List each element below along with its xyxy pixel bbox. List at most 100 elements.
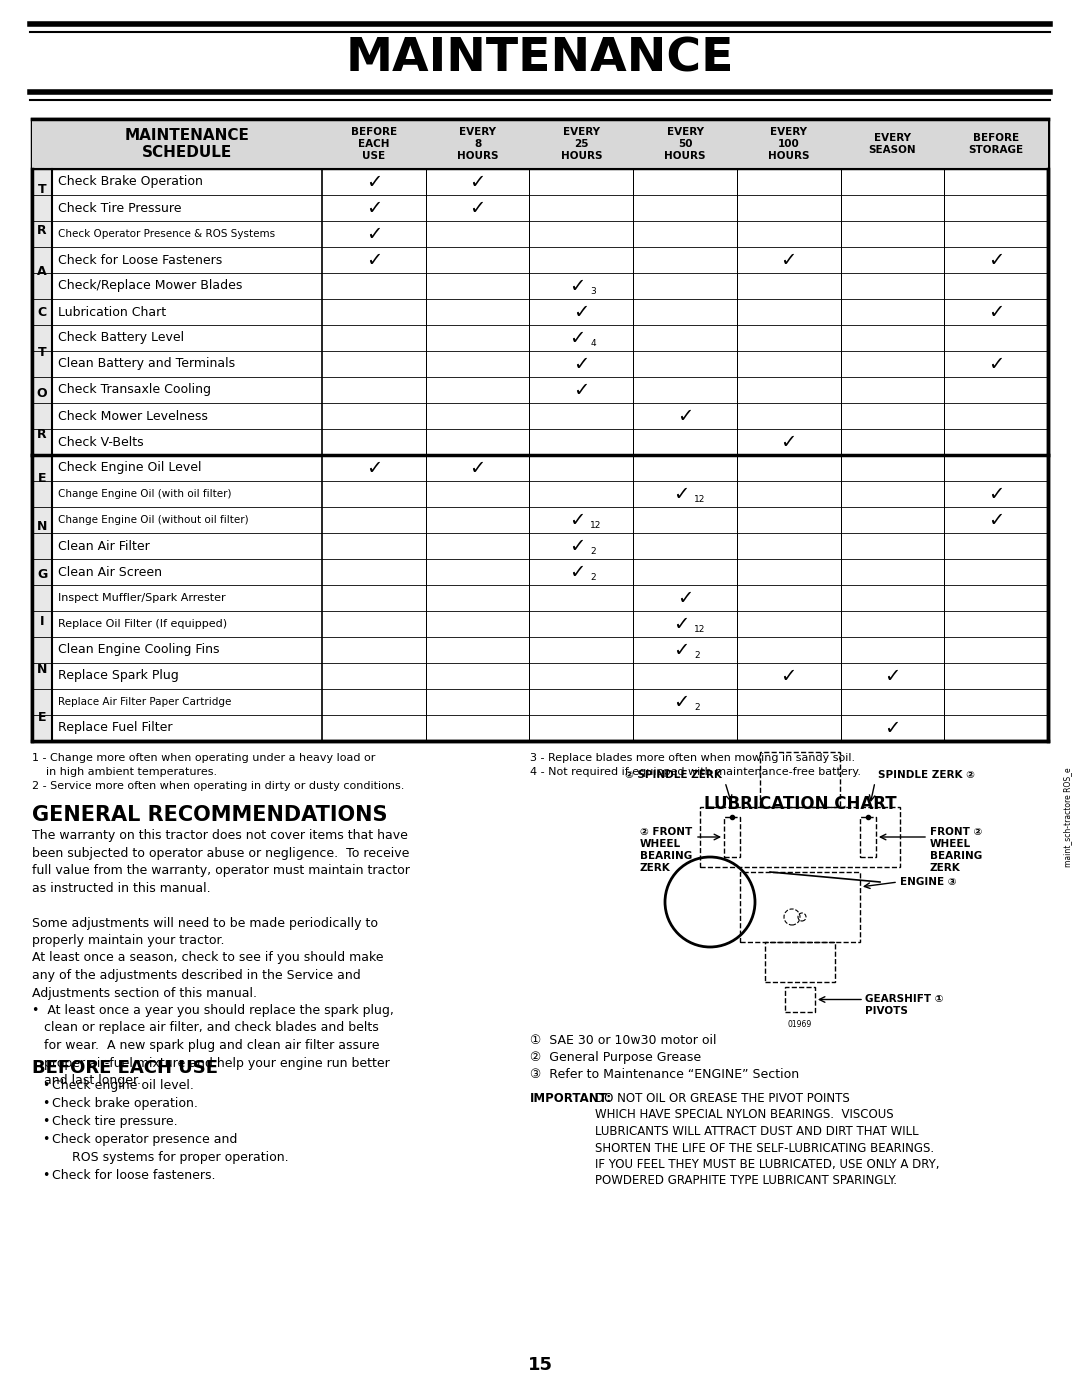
Text: ENGINE ③: ENGINE ③ xyxy=(900,877,957,887)
Text: N: N xyxy=(37,520,48,534)
Bar xyxy=(32,119,1048,169)
Text: BEFORE
EACH
USE: BEFORE EACH USE xyxy=(351,127,397,161)
Bar xyxy=(860,817,876,856)
Text: Clean Battery and Terminals: Clean Battery and Terminals xyxy=(58,358,235,370)
Text: Replace Air Filter Paper Cartridge: Replace Air Filter Paper Cartridge xyxy=(58,697,231,707)
Text: ✓: ✓ xyxy=(781,666,797,686)
Text: ✓: ✓ xyxy=(569,563,585,581)
Bar xyxy=(700,807,900,868)
Text: T: T xyxy=(38,183,46,196)
Text: Check Engine Oil Level: Check Engine Oil Level xyxy=(58,461,202,475)
Text: BEFORE
STORAGE: BEFORE STORAGE xyxy=(969,133,1024,155)
Text: ② FRONT
WHEEL
BEARING
ZERK: ② FRONT WHEEL BEARING ZERK xyxy=(640,827,692,873)
Text: GEARSHIFT ①
PIVOTS: GEARSHIFT ① PIVOTS xyxy=(865,995,944,1017)
Text: Check Operator Presence & ROS Systems: Check Operator Presence & ROS Systems xyxy=(58,229,275,239)
Text: ✓: ✓ xyxy=(573,303,590,321)
Text: O: O xyxy=(37,387,48,400)
Text: ✓: ✓ xyxy=(470,458,486,478)
Text: •: • xyxy=(42,1133,50,1146)
Text: ✓: ✓ xyxy=(573,380,590,400)
Text: ROS systems for proper operation.: ROS systems for proper operation. xyxy=(64,1151,288,1164)
Text: ✓: ✓ xyxy=(781,433,797,451)
Text: EVERY
50
HOURS: EVERY 50 HOURS xyxy=(664,127,705,161)
Text: Check Mower Levelness: Check Mower Levelness xyxy=(58,409,207,422)
Text: EVERY
25
HOURS: EVERY 25 HOURS xyxy=(561,127,602,161)
Text: ✓: ✓ xyxy=(569,328,585,348)
Text: ✓: ✓ xyxy=(885,718,901,738)
Text: Check Tire Pressure: Check Tire Pressure xyxy=(58,201,181,215)
Bar xyxy=(32,169,52,455)
Text: BEFORE EACH USE: BEFORE EACH USE xyxy=(32,1059,218,1077)
Text: LUBRICATION CHART: LUBRICATION CHART xyxy=(704,795,896,813)
Text: ✓: ✓ xyxy=(885,666,901,686)
Text: ✓: ✓ xyxy=(677,588,693,608)
Text: 12: 12 xyxy=(694,495,705,503)
Text: DO NOT OIL OR GREASE THE PIVOT POINTS
WHICH HAVE SPECIAL NYLON BEARINGS.  VISCOU: DO NOT OIL OR GREASE THE PIVOT POINTS WH… xyxy=(595,1092,940,1187)
Text: ✓: ✓ xyxy=(366,250,382,270)
Text: FRONT ②
WHEEL
BEARING
ZERK: FRONT ② WHEEL BEARING ZERK xyxy=(930,827,982,873)
Bar xyxy=(785,988,815,1011)
Text: 15: 15 xyxy=(527,1356,553,1375)
Text: MAINTENANCE: MAINTENANCE xyxy=(346,36,734,81)
Text: Change Engine Oil (without oil filter): Change Engine Oil (without oil filter) xyxy=(58,515,248,525)
Text: 4: 4 xyxy=(591,338,596,348)
Text: ✓: ✓ xyxy=(470,172,486,191)
Text: ✓: ✓ xyxy=(366,458,382,478)
Text: I: I xyxy=(40,615,44,629)
Text: Check brake operation.: Check brake operation. xyxy=(52,1097,198,1111)
Text: G: G xyxy=(37,567,48,581)
Text: maint_sch-tractore ROS_e: maint_sch-tractore ROS_e xyxy=(1064,767,1072,866)
Text: 2 - Service more often when operating in dirty or dusty conditions.: 2 - Service more often when operating in… xyxy=(32,781,404,791)
Text: ✓: ✓ xyxy=(988,250,1004,270)
Text: Inspect Muffler/Spark Arrester: Inspect Muffler/Spark Arrester xyxy=(58,592,226,604)
Text: ①  SAE 30 or 10w30 motor oil: ① SAE 30 or 10w30 motor oil xyxy=(530,1034,716,1046)
Text: GENERAL RECOMMENDATIONS: GENERAL RECOMMENDATIONS xyxy=(32,805,388,826)
Text: ✓: ✓ xyxy=(988,485,1004,503)
Text: Lubrication Chart: Lubrication Chart xyxy=(58,306,166,319)
Text: •: • xyxy=(42,1097,50,1111)
Text: 01969: 01969 xyxy=(788,1020,812,1030)
Text: Clean Air Filter: Clean Air Filter xyxy=(58,539,150,552)
Bar xyxy=(760,752,840,807)
Text: 2: 2 xyxy=(591,573,596,581)
Text: ✓: ✓ xyxy=(573,355,590,373)
Text: ✓: ✓ xyxy=(366,198,382,218)
Text: 12: 12 xyxy=(694,624,705,633)
Text: ✓: ✓ xyxy=(781,250,797,270)
Bar xyxy=(740,872,860,942)
Text: E: E xyxy=(38,472,46,485)
Text: ✓: ✓ xyxy=(569,536,585,556)
Text: Check Battery Level: Check Battery Level xyxy=(58,331,184,345)
Text: Check/Replace Mower Blades: Check/Replace Mower Blades xyxy=(58,279,242,292)
Text: ✓: ✓ xyxy=(988,510,1004,529)
Text: T: T xyxy=(38,346,46,359)
Text: A: A xyxy=(37,264,46,278)
Text: Check tire pressure.: Check tire pressure. xyxy=(52,1115,177,1127)
Text: IMPORTANT:: IMPORTANT: xyxy=(530,1092,612,1105)
Text: MAINTENANCE
SCHEDULE: MAINTENANCE SCHEDULE xyxy=(124,127,249,161)
Text: N: N xyxy=(37,664,48,676)
Text: ✓: ✓ xyxy=(673,615,689,633)
Text: in high ambient temperatures.: in high ambient temperatures. xyxy=(32,767,217,777)
Text: Clean Air Screen: Clean Air Screen xyxy=(58,566,162,578)
Text: ✓: ✓ xyxy=(366,172,382,191)
Text: ✓: ✓ xyxy=(673,693,689,711)
Text: ✓: ✓ xyxy=(470,198,486,218)
Text: R: R xyxy=(37,224,46,236)
Text: ✓: ✓ xyxy=(677,407,693,426)
Bar xyxy=(32,455,52,740)
Text: The warranty on this tractor does not cover items that have
been subjected to op: The warranty on this tractor does not co… xyxy=(32,828,410,1087)
Text: 2: 2 xyxy=(694,651,700,659)
Text: ✓: ✓ xyxy=(569,277,585,296)
Text: •: • xyxy=(42,1078,50,1092)
Text: Check for Loose Fasteners: Check for Loose Fasteners xyxy=(58,253,222,267)
Text: EVERY
100
HOURS: EVERY 100 HOURS xyxy=(768,127,810,161)
Text: ③  Refer to Maintenance “ENGINE” Section: ③ Refer to Maintenance “ENGINE” Section xyxy=(530,1067,799,1081)
Text: 3 - Replace blades more often when mowing in sandy soil.: 3 - Replace blades more often when mowin… xyxy=(530,753,855,763)
Text: ✓: ✓ xyxy=(988,303,1004,321)
Text: EVERY
SEASON: EVERY SEASON xyxy=(868,133,916,155)
Text: Clean Engine Cooling Fins: Clean Engine Cooling Fins xyxy=(58,644,219,657)
Text: 2: 2 xyxy=(694,703,700,711)
Text: ✓: ✓ xyxy=(569,510,585,529)
Text: Check V-Belts: Check V-Belts xyxy=(58,436,144,448)
